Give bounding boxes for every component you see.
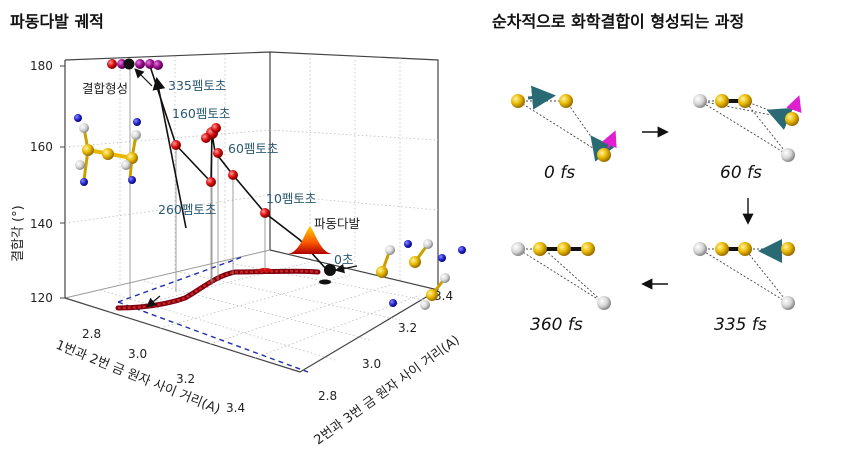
annotation-260fs: 260펨토초 — [158, 202, 216, 217]
annotation-335fs: 335펨토초 — [168, 78, 226, 93]
y-tick: 3.0 — [362, 357, 381, 371]
trajectory-points — [107, 58, 336, 276]
z-tick: 140 — [30, 217, 53, 231]
trajectory-arrow — [152, 76, 187, 229]
wavepacket-shape — [288, 226, 332, 254]
drop-lines — [129, 64, 266, 300]
frame-0fs — [511, 85, 617, 162]
frame-label-335fs: 335 fs — [714, 315, 767, 335]
floor-trajectory-highlight — [117, 269, 319, 310]
annotation-wavepacket: 파동다발 — [314, 216, 361, 231]
floor-projection-lines — [117, 255, 309, 373]
annotation-160fs: 160펨토초 — [172, 106, 230, 121]
bond-formation-point — [123, 58, 135, 70]
y-tick: 3.2 — [398, 321, 417, 335]
back-floor-edge — [64, 249, 271, 299]
frame-label-60fs: 60 fs — [720, 163, 762, 183]
y-tick: 3.4 — [434, 289, 453, 303]
x-tick: 3.4 — [226, 401, 245, 415]
trajectory-line — [149, 65, 328, 271]
x-tick: 3.0 — [128, 347, 147, 361]
annotation-10fs: 10펨토초 — [266, 191, 316, 206]
frame-335fs — [693, 239, 795, 310]
start-point — [324, 264, 336, 276]
frame-label-0fs: 0 fs — [544, 163, 575, 183]
trajectory-title: 파동다발 궤적 — [10, 12, 104, 31]
molecule-left — [74, 114, 141, 186]
molecule-right — [376, 239, 466, 310]
z-tick: 120 — [30, 291, 53, 305]
x-tick: 2.8 — [82, 327, 101, 341]
back-grid — [64, 54, 439, 285]
annotation-60fs: 60펨토초 — [228, 141, 278, 156]
annotation-0s: 0초 — [334, 252, 353, 267]
floor-grid — [99, 261, 426, 361]
frame-label-360fs: 360 fs — [530, 315, 583, 335]
process-title: 순차적으로 화학결합이 형성되는 과정 — [492, 12, 745, 31]
y-tick: 2.8 — [318, 389, 337, 403]
z-tick: 160 — [30, 140, 53, 154]
x-axis-line — [64, 297, 301, 373]
annotation-bond-formation: 결합형성 — [82, 81, 128, 96]
z-axis-label: 결합각 (°) — [11, 205, 26, 262]
x-tick: 3.2 — [176, 372, 195, 386]
y-axis-line — [299, 289, 439, 373]
frame-360fs — [511, 242, 611, 310]
frame-60fs — [693, 94, 802, 162]
z-tick: 180 — [30, 59, 53, 73]
